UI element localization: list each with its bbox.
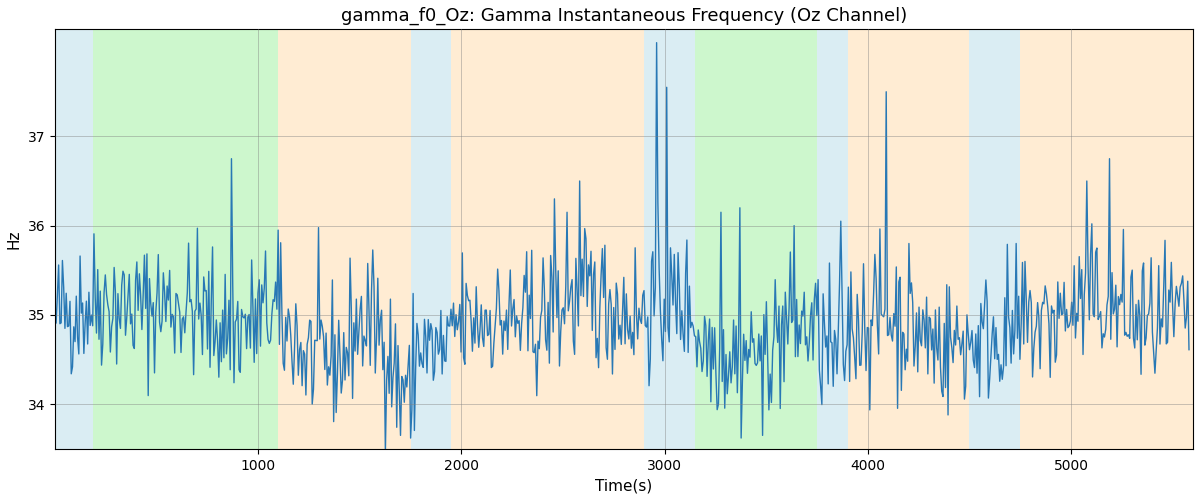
Bar — [410, 30, 451, 449]
X-axis label: Time(s): Time(s) — [595, 478, 653, 493]
Bar — [94, 30, 278, 449]
Bar — [695, 30, 817, 449]
Bar — [55, 30, 94, 449]
Bar — [644, 30, 695, 449]
Bar — [847, 30, 970, 449]
Bar — [970, 30, 1020, 449]
Bar — [1020, 30, 1193, 449]
Bar — [278, 30, 410, 449]
Y-axis label: Hz: Hz — [7, 230, 22, 249]
Title: gamma_f0_Oz: Gamma Instantaneous Frequency (Oz Channel): gamma_f0_Oz: Gamma Instantaneous Frequen… — [341, 7, 907, 25]
Bar — [817, 30, 847, 449]
Bar — [451, 30, 644, 449]
